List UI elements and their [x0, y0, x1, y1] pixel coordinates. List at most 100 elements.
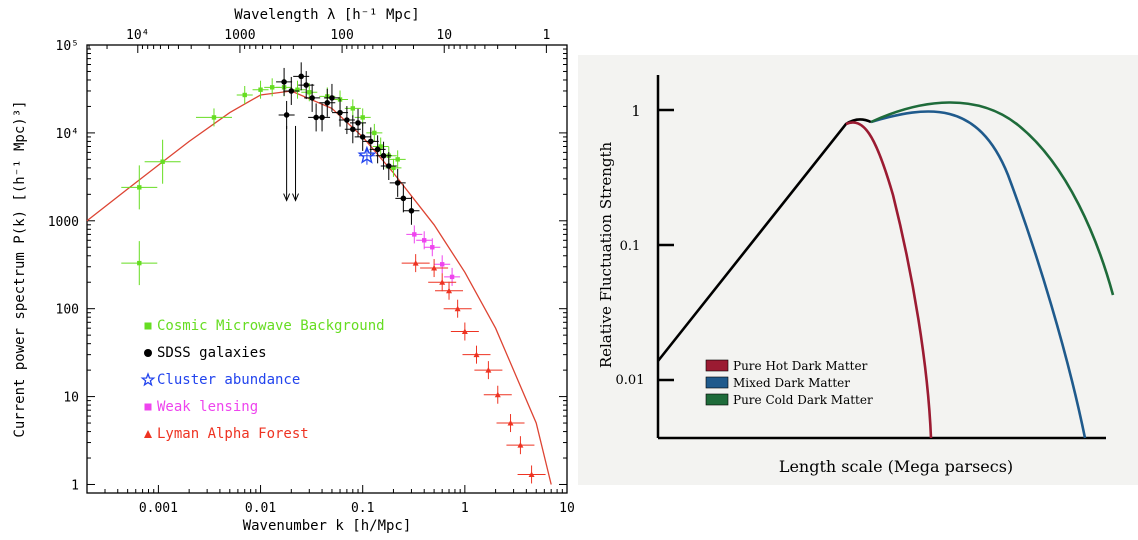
data-point — [357, 145, 377, 164]
data-point — [400, 195, 407, 202]
y-tick-label: 0.1 — [620, 239, 641, 254]
data-point — [281, 79, 287, 85]
data-point — [360, 115, 365, 120]
data-point — [283, 112, 290, 118]
data-point — [431, 265, 438, 271]
legend-marker — [144, 349, 152, 357]
data-point — [355, 120, 361, 126]
axis-ticks — [86, 45, 568, 493]
data-point — [337, 109, 343, 116]
power-spectrum-chart: 0.001 0.01 0.1 1 10 10⁴ 1000 100 10 1 1 10 100 1000 10… — [12, 7, 575, 534]
legend-label-cold: Pure Cold Dark Matter — [733, 393, 873, 407]
top-axis-label: Wavelength λ [h⁻¹ Mpc] — [234, 7, 419, 23]
data-point — [439, 262, 445, 267]
data-point — [350, 106, 356, 111]
top-tick-label: 10 — [436, 28, 452, 43]
data-point — [258, 87, 263, 92]
data-point — [461, 328, 468, 335]
x-tick-label: 1 — [461, 501, 469, 516]
legend-marker — [144, 322, 152, 330]
data-point — [211, 115, 217, 120]
fluctuation-chart: 1 0.1 0.01 Pure Hot Dark Matter Mixed Da… — [578, 55, 1138, 485]
y-tick-label: 1 — [631, 102, 641, 120]
legend-swatch-cold — [705, 393, 729, 406]
data-point — [528, 471, 535, 477]
data-point — [295, 87, 300, 92]
legend-swatch-hot — [705, 359, 729, 372]
data-point — [298, 73, 304, 80]
data-points — [121, 62, 546, 484]
data-point — [160, 159, 165, 164]
top-tick-label: 10⁴ — [126, 28, 149, 43]
data-point — [408, 207, 415, 214]
data-point — [242, 92, 247, 98]
data-point — [446, 287, 453, 294]
y-tick-label: 0.01 — [616, 373, 645, 388]
data-point — [385, 163, 392, 169]
mixed-dark-matter-line — [870, 110, 1087, 439]
data-point — [303, 82, 310, 88]
data-point — [439, 279, 446, 285]
tick-labels: 0.001 0.01 0.1 1 10 10⁴ 1000 100 10 1 1 10 100 1000 10… — [48, 28, 575, 516]
data-point — [422, 238, 427, 243]
y-axis-label: Relative Fluctuation Strength — [597, 141, 615, 368]
legend-label: Lyman Alpha Forest — [157, 426, 309, 442]
data-point — [485, 367, 492, 373]
top-tick-label: 1 — [542, 28, 550, 43]
y-tick-label: 1 — [71, 478, 79, 493]
data-point — [359, 134, 366, 140]
legend-swatch-mixed — [705, 376, 729, 389]
data-point — [395, 157, 400, 162]
data-point — [454, 305, 461, 312]
data-point — [307, 90, 312, 95]
data-point — [507, 420, 514, 426]
legend-label-mixed: Mixed Dark Matter — [733, 376, 850, 390]
x-axis-label: Length scale (Mega parsecs) — [779, 457, 1013, 476]
data-point — [412, 260, 419, 266]
data-point — [137, 260, 142, 266]
legend-label: Weak lensing — [157, 399, 258, 415]
data-point — [372, 130, 377, 136]
data-point — [378, 144, 383, 149]
data-point — [137, 185, 142, 190]
x-tick-label: 0.001 — [139, 501, 178, 516]
data-point — [380, 152, 387, 159]
y-tick-label: 10⁴ — [56, 127, 79, 142]
data-point — [449, 274, 455, 280]
legend: Cosmic Microwave Background SDSS galaxies… — [140, 318, 385, 442]
y-tick-label: 10 — [63, 391, 79, 406]
x-tick-label: 0.01 — [245, 501, 276, 516]
hot-dark-matter-line — [845, 121, 933, 439]
data-point — [517, 442, 524, 448]
legend-label-hot: Pure Hot Dark Matter — [733, 359, 868, 373]
data-point — [269, 85, 275, 90]
data-point — [344, 117, 350, 123]
data-point — [394, 180, 401, 186]
top-tick-label: 1000 — [224, 28, 255, 43]
data-point — [350, 126, 356, 133]
data-point — [367, 138, 374, 145]
x-axis-label: Wavenumber k [h/Mpc] — [243, 518, 412, 534]
data-point — [288, 88, 295, 94]
legend-label: Cosmic Microwave Background — [157, 318, 385, 334]
upper-limit-arrowhead — [283, 193, 291, 202]
y-tick-label: 100 — [56, 303, 79, 318]
legend-label: SDSS galaxies — [157, 345, 267, 361]
x-tick-label: 0.1 — [351, 501, 374, 516]
data-point — [309, 95, 315, 101]
plot-frame — [86, 44, 568, 494]
data-point — [324, 99, 331, 106]
legend-marker — [144, 403, 152, 411]
legend-marker — [144, 430, 152, 438]
cold-dark-matter-line — [870, 101, 1115, 296]
data-point — [374, 146, 381, 153]
y-tick-label: 1000 — [48, 215, 79, 230]
chart-background — [578, 55, 1138, 485]
y-tick-label: 10⁵ — [56, 39, 79, 54]
top-tick-label: 100 — [330, 28, 353, 43]
y-axis-label: Current power spectrum P(k) [(h⁻¹ Mpc)³] — [12, 100, 28, 437]
data-point — [494, 391, 501, 398]
x-tick-label: 10 — [559, 501, 575, 516]
legend-label: Cluster abundance — [157, 372, 300, 388]
upper-limit-arrowhead — [292, 193, 299, 202]
